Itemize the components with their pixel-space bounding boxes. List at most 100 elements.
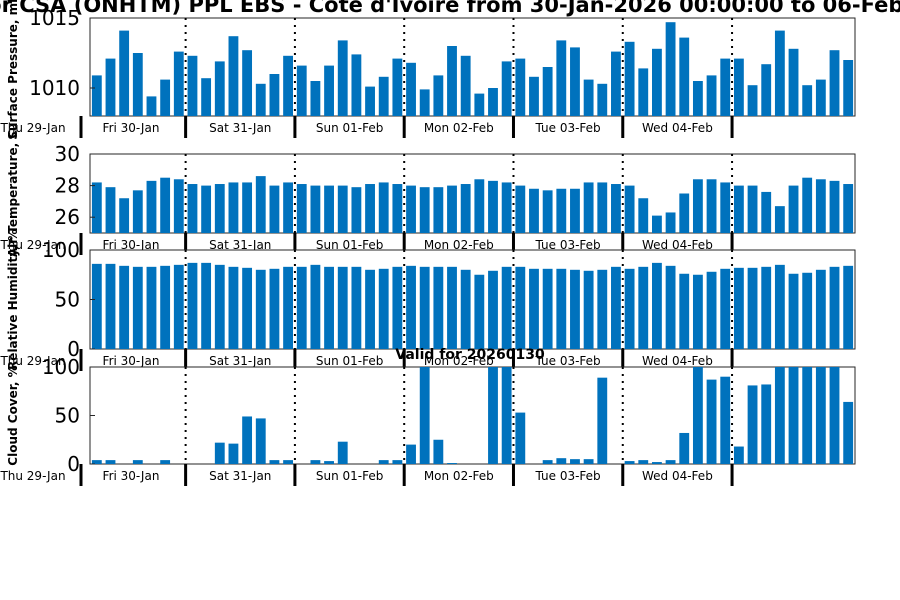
bar xyxy=(433,187,444,233)
bar xyxy=(365,184,375,233)
bar xyxy=(570,459,580,464)
bar xyxy=(733,267,744,349)
bar xyxy=(378,182,389,233)
day-label: Fri 30-Jan xyxy=(103,469,160,483)
bar xyxy=(160,265,171,349)
bar xyxy=(392,460,403,464)
bar xyxy=(747,185,758,233)
y-tick-label: 50 xyxy=(55,404,80,428)
bar xyxy=(173,264,184,349)
bar xyxy=(638,460,649,464)
day-label: Sat 31-Jan xyxy=(209,354,271,368)
bar xyxy=(460,55,471,116)
bar xyxy=(228,443,239,464)
bar xyxy=(392,266,403,349)
bar xyxy=(815,179,826,233)
bar xyxy=(815,269,826,349)
bar xyxy=(310,264,321,349)
y-tick-label: 0 xyxy=(67,452,80,476)
bar xyxy=(570,47,580,116)
bar xyxy=(324,185,334,233)
y-tick-label: 100 xyxy=(42,355,80,379)
bar xyxy=(665,22,676,117)
bar xyxy=(802,367,813,464)
bar xyxy=(802,85,813,116)
bar xyxy=(269,460,280,464)
bar xyxy=(105,263,116,349)
temperature-panel: Thu 29-Jan Fri 30-Jan Sat 31-Jan Sun 01-Feb… xyxy=(0,130,856,257)
bar xyxy=(611,184,621,233)
y-axis-label: Surface Pressure, mb xyxy=(6,0,20,140)
day-label: Thu 29-Jan xyxy=(0,238,66,252)
day-label: Wed 04-Feb xyxy=(642,354,713,368)
bar xyxy=(706,179,717,233)
bar xyxy=(228,266,239,349)
bar xyxy=(679,273,690,349)
bar xyxy=(761,384,772,464)
bar xyxy=(378,76,389,116)
bar xyxy=(788,48,799,116)
bar xyxy=(283,460,293,464)
bar xyxy=(406,62,416,116)
bar xyxy=(488,367,498,464)
bar xyxy=(597,83,608,116)
bar xyxy=(406,265,416,349)
bar xyxy=(201,185,212,233)
day-label: Tue 03-Feb xyxy=(535,469,601,483)
bar xyxy=(515,58,526,116)
bar xyxy=(488,180,498,233)
y-tick-label: 50 xyxy=(55,288,80,312)
bar xyxy=(324,461,334,464)
bar xyxy=(406,185,416,233)
y-tick-label: 100 xyxy=(42,238,80,262)
day-label: Tue 03-Feb xyxy=(535,354,601,368)
bar xyxy=(324,65,334,116)
bar xyxy=(583,270,594,349)
bar xyxy=(788,185,799,233)
bar xyxy=(433,439,444,464)
bar xyxy=(132,460,143,464)
bar xyxy=(529,268,539,349)
day-label: Sat 31-Jan xyxy=(209,238,271,252)
day-label: Thu 29-Jan xyxy=(0,121,66,135)
bar xyxy=(843,265,854,349)
bar xyxy=(652,215,662,233)
bar xyxy=(283,55,293,116)
bar xyxy=(706,75,717,116)
bar xyxy=(474,274,485,349)
bar xyxy=(132,190,143,233)
bar xyxy=(119,30,130,117)
bar xyxy=(692,274,703,349)
bar xyxy=(392,58,403,116)
bar xyxy=(378,460,389,464)
bar xyxy=(146,96,157,116)
bar xyxy=(556,268,567,349)
bar xyxy=(774,264,785,349)
bar xyxy=(774,367,785,464)
bar xyxy=(214,184,225,233)
bar xyxy=(747,85,758,116)
bar xyxy=(283,182,293,233)
bar xyxy=(829,266,840,349)
bar xyxy=(406,444,416,464)
day-label: Fri 30-Jan xyxy=(103,121,160,135)
bar xyxy=(187,55,198,116)
bar xyxy=(214,264,225,349)
bar xyxy=(283,266,293,349)
bar xyxy=(310,460,321,464)
bar xyxy=(501,61,512,116)
bar xyxy=(597,377,608,464)
bar xyxy=(392,184,403,233)
bar xyxy=(501,182,512,233)
bar xyxy=(774,30,785,117)
bar xyxy=(242,50,253,117)
day-label: Sun 01-Feb xyxy=(316,354,384,368)
bar xyxy=(679,193,690,233)
day-label: Fri 30-Jan xyxy=(103,238,160,252)
bar xyxy=(419,187,430,233)
bar xyxy=(474,93,485,116)
bar xyxy=(460,269,471,349)
bar xyxy=(720,58,731,116)
bar xyxy=(242,182,253,233)
bar xyxy=(665,460,676,464)
